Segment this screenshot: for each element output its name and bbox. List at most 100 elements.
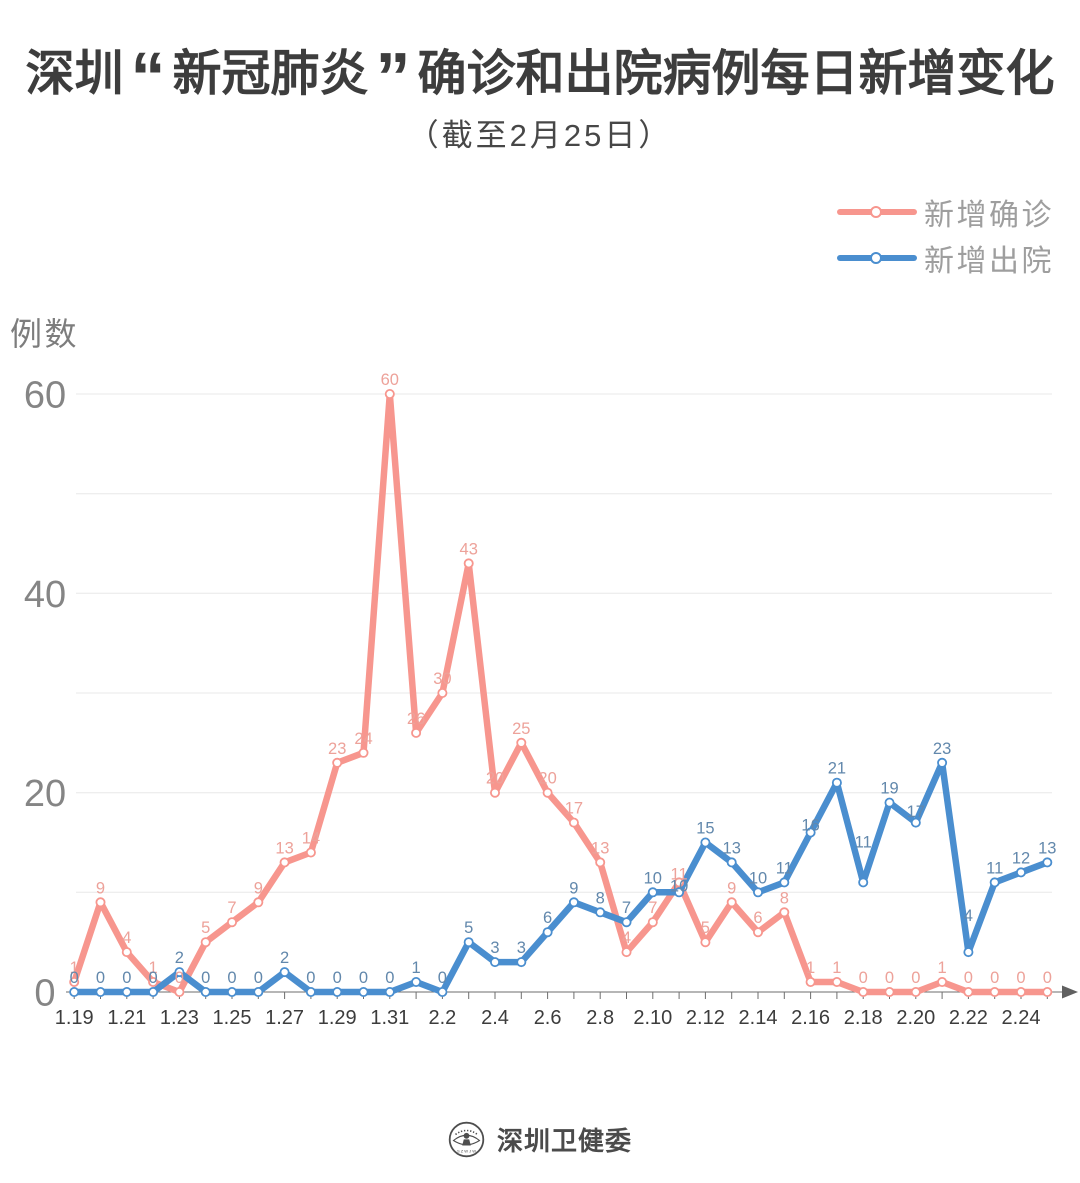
svg-text:1.23: 1.23 (160, 1007, 199, 1029)
svg-text:6: 6 (753, 909, 762, 927)
svg-text:0: 0 (990, 969, 999, 987)
svg-text:30: 30 (433, 670, 451, 688)
svg-text:13: 13 (1038, 839, 1056, 857)
svg-text:7: 7 (227, 899, 236, 917)
svg-text:13: 13 (275, 839, 293, 857)
svg-text:1: 1 (70, 959, 79, 977)
svg-text:11: 11 (776, 859, 793, 877)
svg-text:1.31: 1.31 (370, 1007, 409, 1029)
svg-text:1.19: 1.19 (55, 1007, 94, 1029)
svg-text:0: 0 (333, 969, 342, 987)
svg-text:26: 26 (407, 710, 425, 728)
svg-text:2.6: 2.6 (534, 1007, 562, 1029)
svg-text:2.16: 2.16 (791, 1007, 830, 1029)
svg-text:3: 3 (490, 939, 499, 957)
svg-text:0: 0 (438, 969, 447, 987)
svg-text:4: 4 (122, 929, 131, 947)
svg-text:2.12: 2.12 (686, 1007, 725, 1029)
svg-text:0: 0 (885, 969, 894, 987)
svg-text:2.2: 2.2 (428, 1007, 456, 1029)
svg-text:60: 60 (24, 375, 66, 417)
svg-text:0: 0 (96, 969, 105, 987)
svg-text:24: 24 (354, 730, 372, 748)
svg-text:2.14: 2.14 (739, 1007, 778, 1029)
svg-text:4: 4 (622, 929, 631, 947)
svg-text:3: 3 (517, 939, 526, 957)
svg-text:2: 2 (280, 949, 289, 967)
svg-text:1: 1 (832, 959, 841, 977)
svg-text:0: 0 (385, 969, 394, 987)
svg-text:21: 21 (828, 760, 846, 778)
svg-text:2.24: 2.24 (1002, 1007, 1041, 1029)
svg-text:2.20: 2.20 (896, 1007, 935, 1029)
svg-text:0: 0 (911, 969, 920, 987)
svg-text:8: 8 (596, 889, 605, 907)
svg-text:0: 0 (227, 969, 236, 987)
svg-text:20: 20 (538, 770, 556, 788)
svg-text:5: 5 (701, 919, 710, 937)
svg-text:60: 60 (381, 371, 399, 389)
svg-text:9: 9 (96, 879, 105, 897)
svg-text:16: 16 (801, 816, 819, 834)
svg-text:1.25: 1.25 (213, 1007, 252, 1029)
svg-text:0: 0 (149, 969, 158, 987)
svg-text:9: 9 (254, 879, 263, 897)
svg-text:15: 15 (696, 820, 714, 838)
svg-text:0: 0 (201, 969, 210, 987)
svg-text:11: 11 (986, 859, 1003, 877)
svg-text:1: 1 (938, 959, 947, 977)
svg-text:13: 13 (723, 839, 741, 857)
svg-text:0: 0 (254, 969, 263, 987)
svg-text:7: 7 (648, 899, 657, 917)
svg-text:1.27: 1.27 (265, 1007, 304, 1029)
svg-text:2.8: 2.8 (586, 1007, 614, 1029)
svg-text:2: 2 (175, 949, 184, 967)
svg-text:9: 9 (727, 879, 736, 897)
svg-text:1: 1 (412, 959, 421, 977)
svg-text:20: 20 (24, 773, 66, 815)
svg-text:2.10: 2.10 (633, 1007, 672, 1029)
svg-text:0: 0 (1016, 969, 1025, 987)
svg-text:40: 40 (24, 574, 66, 616)
svg-text:12: 12 (1012, 849, 1030, 867)
svg-text:10: 10 (644, 869, 662, 887)
svg-text:10: 10 (749, 869, 767, 887)
svg-text:0: 0 (70, 969, 79, 987)
svg-text:0: 0 (122, 969, 131, 987)
svg-text:23: 23 (328, 740, 346, 758)
svg-text:0: 0 (359, 969, 368, 987)
svg-text:11: 11 (855, 833, 872, 851)
svg-text:5: 5 (201, 919, 210, 937)
svg-text:1.21: 1.21 (107, 1007, 146, 1029)
svg-text:例数: 例数 (10, 316, 79, 352)
svg-text:17: 17 (907, 803, 925, 821)
svg-text:10: 10 (670, 877, 688, 895)
svg-text:1: 1 (149, 959, 158, 977)
svg-text:0: 0 (306, 969, 315, 987)
svg-text:19: 19 (880, 780, 898, 798)
svg-text:23: 23 (933, 740, 951, 758)
svg-text:8: 8 (780, 889, 789, 907)
svg-text:1: 1 (806, 959, 815, 977)
svg-text:14: 14 (302, 830, 320, 848)
svg-text:25: 25 (512, 720, 530, 738)
svg-text:0: 0 (859, 969, 868, 987)
svg-text:5: 5 (464, 919, 473, 937)
svg-text:0: 0 (175, 969, 184, 987)
svg-text:43: 43 (460, 540, 478, 558)
svg-text:7: 7 (622, 899, 631, 917)
svg-text:2.22: 2.22 (949, 1007, 988, 1029)
svg-text:2.18: 2.18 (844, 1007, 883, 1029)
svg-text:13: 13 (591, 839, 609, 857)
svg-text:0: 0 (34, 973, 55, 1015)
svg-text:0: 0 (964, 969, 973, 987)
svg-text:6: 6 (543, 909, 552, 927)
svg-text:1.29: 1.29 (318, 1007, 357, 1029)
svg-text:4: 4 (964, 907, 973, 925)
svg-text:11: 11 (671, 865, 688, 883)
svg-text:S Z W J W: S Z W J W (457, 1149, 476, 1154)
svg-text:9: 9 (569, 879, 578, 897)
svg-text:0: 0 (1043, 969, 1052, 987)
svg-text:17: 17 (565, 800, 583, 818)
svg-text:2.4: 2.4 (481, 1007, 509, 1029)
